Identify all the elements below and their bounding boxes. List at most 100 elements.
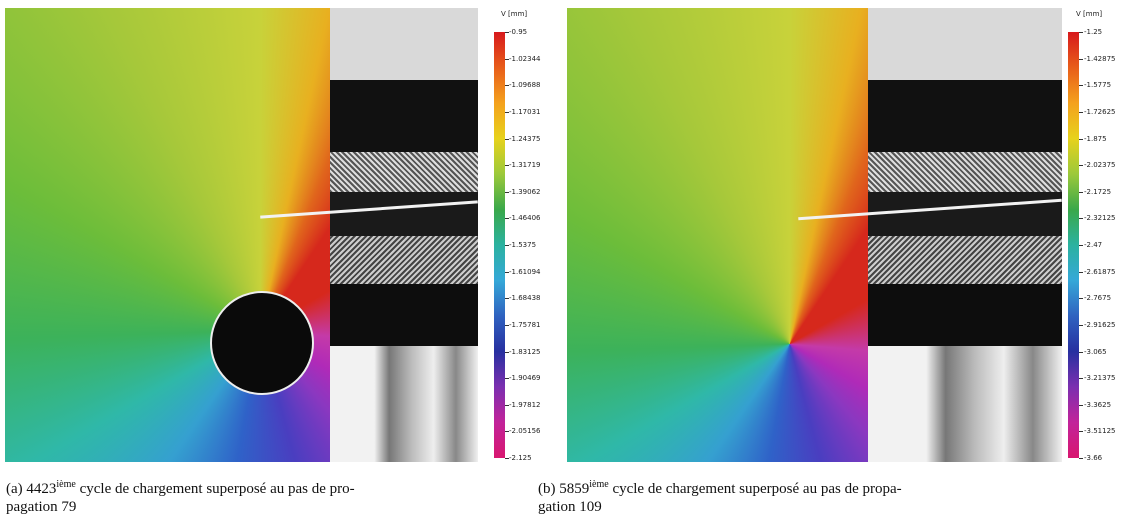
grip-region	[330, 8, 478, 80]
colorbar-label: -2.32125	[1084, 214, 1116, 223]
colorbar-tick	[1079, 324, 1083, 326]
colorbar-label: -2.05156	[509, 427, 541, 436]
caption-label: (a)	[6, 481, 23, 497]
colorbar-label: -1.75781	[509, 320, 541, 329]
grip-region	[868, 284, 1062, 346]
colorbar-label: -2.47	[1084, 241, 1103, 249]
colorbar-label: -2.7675	[1084, 294, 1112, 303]
hole	[210, 291, 314, 395]
grip-region	[330, 346, 478, 462]
colorbar-label: -3.51125	[1084, 427, 1116, 436]
colorbar-label: -1.42875	[1084, 54, 1116, 63]
caption-suffix: ième	[589, 479, 609, 490]
colorbar-tick	[505, 378, 509, 380]
caption-line: gation 109	[538, 499, 602, 515]
colorbar-label: -1.46406	[509, 214, 541, 223]
grip-region	[868, 8, 1062, 80]
colorbar-label: -1.25	[1084, 28, 1103, 36]
colorbar-title: V [mm]	[1076, 10, 1103, 18]
colorbar-tick	[1079, 271, 1083, 273]
grip-region	[868, 346, 1062, 462]
grip-region	[330, 236, 478, 284]
colorbar-label: -2.02375	[1084, 161, 1116, 170]
dic-image	[5, 8, 478, 462]
colorbar-label: -2.91625	[1084, 320, 1116, 329]
colorbar-label: -1.02344	[509, 54, 541, 63]
grip-region	[868, 192, 1062, 236]
colorbar-tick	[1079, 191, 1083, 193]
colorbar-label: -1.5375	[509, 241, 537, 249]
colorbar-tick	[505, 404, 509, 406]
colorbar-label: -1.5775	[1084, 81, 1112, 90]
colorbar-label: -3.065	[1084, 347, 1107, 356]
colorbar-tick	[1079, 165, 1083, 167]
caption-number: 4423	[26, 481, 57, 497]
grip-region	[330, 152, 478, 192]
colorbar-label: -0.95	[509, 28, 528, 36]
colorbar-label: -3.66	[1084, 454, 1103, 462]
caption-suffix: ième	[56, 479, 76, 490]
caption-number: 5859	[559, 481, 590, 497]
colorbar-title: V [mm]	[501, 10, 528, 18]
colorbar-tick	[505, 431, 509, 433]
colorbar-tick	[1079, 32, 1083, 33]
colorbar-tick	[1079, 404, 1083, 406]
colorbar-tick	[1079, 58, 1083, 60]
colorbar-label: -1.97812	[509, 400, 541, 409]
caption-label: (b)	[538, 481, 556, 497]
colorbar-tick	[505, 298, 509, 300]
colorbar-tick	[1079, 85, 1083, 87]
colorbar-tick	[1079, 458, 1083, 459]
colorbar-tick	[505, 58, 509, 60]
colorbar-label: -1.68438	[509, 294, 541, 303]
colorbar-tick	[1079, 138, 1083, 140]
grip-region	[330, 192, 478, 236]
colorbar-label: -1.875	[1084, 134, 1107, 143]
grip-region	[330, 284, 478, 346]
colorbar-tick	[505, 218, 509, 220]
colorbar-label: -1.61094	[509, 267, 541, 276]
colorbar-tick	[1079, 218, 1083, 220]
colorbar-label: -1.72625	[1084, 107, 1116, 116]
colorbar-tick	[505, 32, 509, 33]
colorbar-tick	[1079, 111, 1083, 113]
caption-text: cycle de chargement superposé au pas de …	[79, 481, 355, 497]
colorbar	[494, 32, 505, 458]
colorbar-tick	[1079, 378, 1083, 380]
grip-region	[868, 152, 1062, 192]
colorbar-tick	[1079, 351, 1083, 353]
grip-region	[868, 80, 1062, 152]
colorbar-label: -3.3625	[1084, 400, 1112, 409]
colorbar-label: -2.125	[509, 454, 532, 462]
colorbar-tick	[1079, 431, 1083, 433]
grip-region	[330, 80, 478, 152]
colorbar	[1068, 32, 1079, 458]
colorbar-label: -3.21375	[1084, 374, 1116, 383]
caption-text: cycle de chargement superposé au pas de …	[612, 481, 902, 497]
colorbar-label: -1.17031	[509, 107, 541, 116]
colorbar-tick	[505, 165, 509, 167]
colorbar-tick	[505, 458, 509, 459]
colorbar-tick	[505, 271, 509, 273]
colorbar-label: -1.31719	[509, 161, 541, 170]
colorbar-label: -1.83125	[509, 347, 541, 356]
colorbar-tick	[1079, 245, 1083, 246]
colorbar-tick	[505, 245, 509, 246]
dic-image	[567, 8, 1062, 462]
colorbar-tick	[1079, 298, 1083, 300]
colorbar-label: -1.90469	[509, 374, 541, 383]
grip-region	[868, 236, 1062, 284]
caption-line: (b) 5859ième cycle de chargement superpo…	[538, 475, 902, 499]
colorbar-tick	[505, 138, 509, 140]
colorbar-label: -1.09688	[509, 81, 541, 90]
colorbar-tick	[505, 351, 509, 353]
colorbar-label: -2.1725	[1084, 187, 1112, 196]
colorbar-tick	[505, 191, 509, 193]
colorbar-tick	[505, 324, 509, 326]
colorbar-label: -2.61875	[1084, 267, 1116, 276]
colorbar-label: -1.39062	[509, 187, 541, 196]
caption-line: pagation 79	[6, 499, 77, 515]
colorbar-label: -1.24375	[509, 134, 541, 143]
colorbar-tick	[505, 85, 509, 87]
